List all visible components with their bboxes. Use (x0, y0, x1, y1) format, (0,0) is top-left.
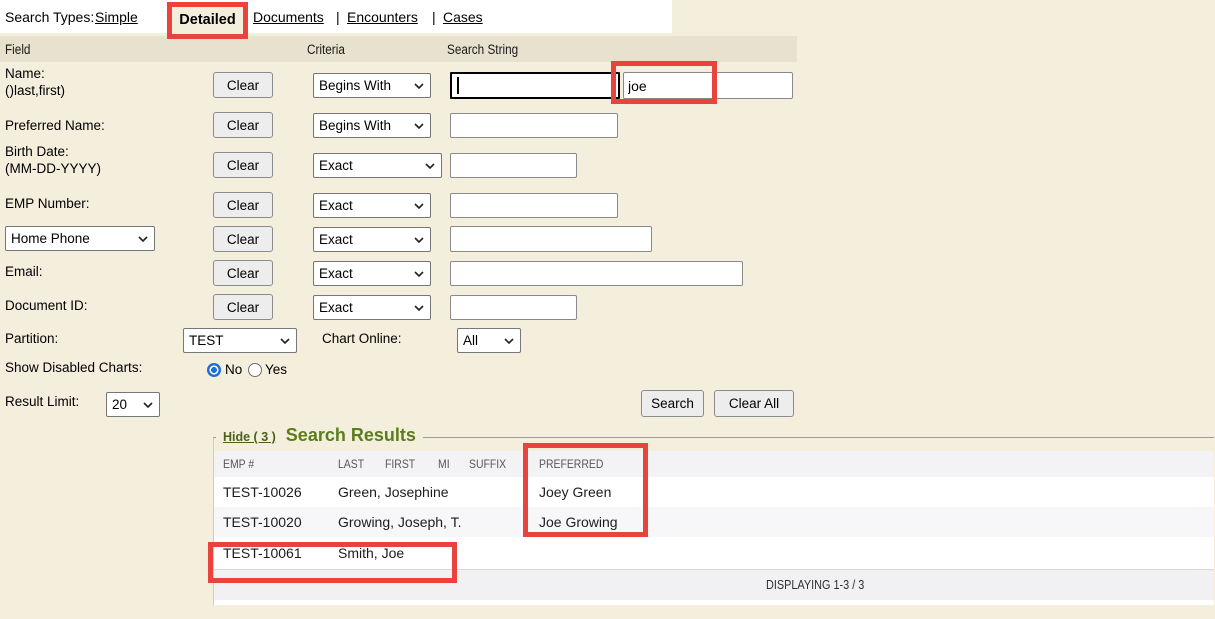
tab-detailed[interactable]: Detailed (167, 4, 248, 35)
column-emp-number[interactable]: EMP # (223, 457, 255, 471)
criteria-select-preferred-name[interactable]: Begins With (313, 113, 431, 138)
chevron-down-icon (414, 202, 424, 209)
result-emp-number: TEST-10026 (223, 484, 302, 500)
tab-encounters[interactable]: Encounters (347, 9, 418, 25)
column-mi[interactable]: MI (438, 457, 450, 471)
result-row[interactable]: TEST-10026 Green, Josephine Joey Green (214, 477, 1214, 507)
form-column-header (0, 36, 797, 62)
column-preferred[interactable]: PREFERRED (539, 457, 604, 471)
email-input[interactable] (450, 261, 743, 286)
tab-separator: | (336, 9, 340, 25)
name-label: Name: (5, 66, 45, 81)
radio-no[interactable] (207, 363, 221, 377)
criteria-select-emp-number[interactable]: Exact (313, 193, 431, 218)
column-first[interactable]: FIRST (385, 457, 416, 471)
document-id-input[interactable] (450, 295, 577, 320)
hide-results-link[interactable]: Hide ( 3 ) (223, 430, 276, 444)
search-types-bar (0, 0, 672, 33)
name-first-input[interactable] (623, 72, 793, 99)
chevron-down-icon (414, 304, 424, 311)
document-id-label: Document ID: (5, 298, 88, 313)
radio-yes-label: Yes (265, 362, 288, 377)
criteria-select-birth-date[interactable]: Exact (313, 153, 442, 178)
search-results-title: Search Results (285, 425, 416, 445)
chart-online-label: Chart Online: (322, 331, 402, 346)
preferred-name-input[interactable] (450, 113, 618, 138)
result-name: Smith, Joe (338, 545, 405, 561)
result-name: Green, Josephine (338, 484, 449, 500)
result-name: Growing, Joseph, T. (338, 514, 462, 530)
preferred-name-label: Preferred Name: (5, 118, 105, 133)
result-row[interactable]: TEST-10020 Growing, Joseph, T. Joe Growi… (214, 507, 1214, 537)
show-disabled-charts-label: Show Disabled Charts: (5, 360, 143, 375)
displaying-count: DISPLAYING 1-3 / 3 (766, 578, 865, 592)
results-footer-row: DISPLAYING 1-3 / 3 (214, 569, 1214, 600)
chevron-down-icon (414, 122, 424, 129)
birth-date-format: (MM-DD-YYYY) (5, 161, 101, 176)
radio-yes[interactable] (248, 363, 262, 377)
search-results-panel: EMP # LAST FIRST MI SUFFIX PREFERRED TES… (213, 437, 1214, 605)
criteria-select-phone[interactable]: Exact (313, 227, 431, 252)
column-header-criteria: Criteria (307, 42, 345, 57)
tab-documents[interactable]: Documents (253, 9, 324, 25)
result-preferred: Joe Growing (539, 514, 618, 530)
chevron-down-icon (280, 337, 290, 344)
tab-separator: | (432, 9, 436, 25)
clear-email-button[interactable]: Clear (213, 260, 273, 286)
clear-all-button[interactable]: Clear All (714, 390, 794, 417)
clear-phone-button[interactable]: Clear (213, 226, 273, 252)
results-legend: Hide ( 3 ) Search Results (216, 425, 423, 449)
chevron-down-icon (138, 235, 148, 242)
criteria-select-name[interactable]: Begins With (313, 73, 431, 98)
criteria-select-email[interactable]: Exact (313, 261, 431, 286)
result-row[interactable]: TEST-10061 Smith, Joe (214, 537, 1214, 569)
clear-emp-number-button[interactable]: Clear (213, 192, 273, 218)
clear-document-id-button[interactable]: Clear (213, 294, 273, 320)
phone-input[interactable] (450, 226, 652, 252)
search-types-label: Search Types: (5, 9, 95, 25)
chevron-down-icon (414, 82, 424, 89)
column-header-search-string: Search String (447, 42, 519, 57)
column-suffix[interactable]: SUFFIX (469, 457, 507, 471)
birth-date-label: Birth Date: (5, 144, 69, 159)
tab-cases[interactable]: Cases (443, 9, 483, 25)
chart-online-select[interactable]: All (457, 328, 521, 353)
birth-date-input[interactable] (450, 153, 577, 178)
name-last-input[interactable] (450, 72, 620, 99)
column-last[interactable]: LAST (338, 457, 365, 471)
result-limit-select[interactable]: 20 (106, 392, 160, 417)
clear-name-button[interactable]: Clear (213, 72, 273, 98)
criteria-select-document-id[interactable]: Exact (313, 295, 431, 320)
chevron-down-icon (143, 401, 153, 408)
clear-birth-date-button[interactable]: Clear (213, 152, 273, 178)
partition-label: Partition: (5, 331, 59, 346)
emp-number-label: EMP Number: (5, 196, 90, 211)
partition-select[interactable]: TEST (183, 328, 297, 353)
clear-preferred-name-button[interactable]: Clear (213, 112, 273, 138)
email-label: Email: (5, 264, 43, 279)
name-label-format: ()last,first) (5, 83, 65, 98)
result-limit-label: Result Limit: (5, 394, 80, 409)
tab-simple[interactable]: Simple (95, 9, 138, 25)
text-caret (457, 77, 459, 94)
result-preferred: Joey Green (539, 484, 612, 500)
search-button[interactable]: Search (641, 390, 704, 417)
results-header-row: EMP # LAST FIRST MI SUFFIX PREFERRED (214, 451, 1214, 477)
emp-number-input[interactable] (450, 193, 618, 218)
result-emp-number: TEST-10020 (223, 514, 302, 530)
chevron-down-icon (504, 337, 514, 344)
result-emp-number: TEST-10061 (223, 545, 302, 561)
column-header-field: Field (5, 42, 31, 57)
chevron-down-icon (414, 270, 424, 277)
chevron-down-icon (414, 236, 424, 243)
phone-type-select[interactable]: Home Phone (5, 226, 155, 251)
radio-no-label: No (225, 362, 243, 377)
chevron-down-icon (425, 162, 435, 169)
